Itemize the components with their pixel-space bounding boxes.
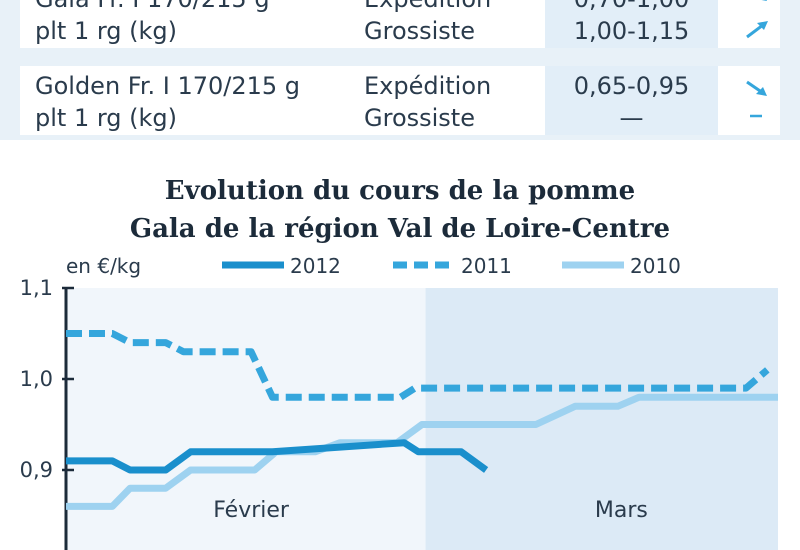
market-cell: Expédition Grossiste: [364, 0, 534, 47]
trend-cell: [735, 66, 780, 135]
legend-label-2012: 2012: [290, 254, 341, 278]
chart-title: Evolution du cours de la pomme Gala de l…: [0, 172, 800, 248]
trend-down-arrow-icon: [746, 80, 767, 96]
y-tick-label: 0,9: [20, 458, 53, 482]
trend-cell: [735, 0, 780, 48]
chart-title-line: Evolution du cours de la pomme: [164, 176, 636, 206]
market-line: Grossiste: [364, 17, 475, 45]
table-row-gala: Gala Fr. I 170/215 g plt 1 rg (kg) Expéd…: [20, 0, 780, 48]
table-row-golden: Golden Fr. I 170/215 g plt 1 rg (kg) Exp…: [20, 66, 780, 135]
product-line: plt 1 rg (kg): [35, 17, 178, 45]
price-table: Gala Fr. I 170/215 g plt 1 rg (kg) Expéd…: [0, 0, 800, 140]
y-tick-label: 1,1: [20, 276, 53, 300]
price-value: 1,00-1,15: [573, 17, 690, 45]
trend-up-arrow-icon: [746, 21, 768, 39]
market-cell: Expédition Grossiste: [364, 70, 534, 134]
price-cell: 0,65-0,95 —: [545, 66, 718, 135]
y-tick-label: 1,0: [20, 367, 53, 391]
product-cell: Gala Fr. I 170/215 g plt 1 rg (kg): [35, 0, 335, 47]
period-label-mar: Mars: [595, 498, 648, 523]
trend-icons: [746, 80, 767, 118]
product-line: Gala Fr. I 170/215 g: [35, 0, 335, 15]
product-cell: Golden Fr. I 170/215 g plt 1 rg (kg): [35, 70, 335, 134]
price-value: 0,70-1,00: [545, 0, 718, 15]
period-band-mar: [425, 288, 778, 550]
trend-icons: [746, 0, 768, 39]
product-line: Golden Fr. I 170/215 g: [35, 72, 301, 100]
price-value: 0,65-0,95: [573, 72, 690, 100]
price-value: —: [619, 104, 644, 132]
y-axis-unit-label: en €/kg: [66, 254, 141, 278]
legend-label-2010: 2010: [630, 254, 681, 278]
period-band-feb: [66, 288, 426, 550]
price-cell: 0,70-1,00 1,00-1,15: [545, 0, 718, 48]
series-line-2011: [66, 330, 770, 401]
market-line: Expédition: [364, 72, 492, 100]
chart-title-line: Gala de la région Val de Loire-Centre: [129, 214, 671, 244]
series-line-2012: [66, 439, 489, 474]
trend-down-arrow-icon: [761, 0, 767, 1]
market-line: Expédition: [364, 0, 534, 15]
product-line: plt 1 rg (kg): [35, 104, 178, 132]
legend-label-2011: 2011: [461, 254, 512, 278]
market-line: Grossiste: [364, 104, 475, 132]
period-label-feb: Février: [213, 498, 290, 523]
